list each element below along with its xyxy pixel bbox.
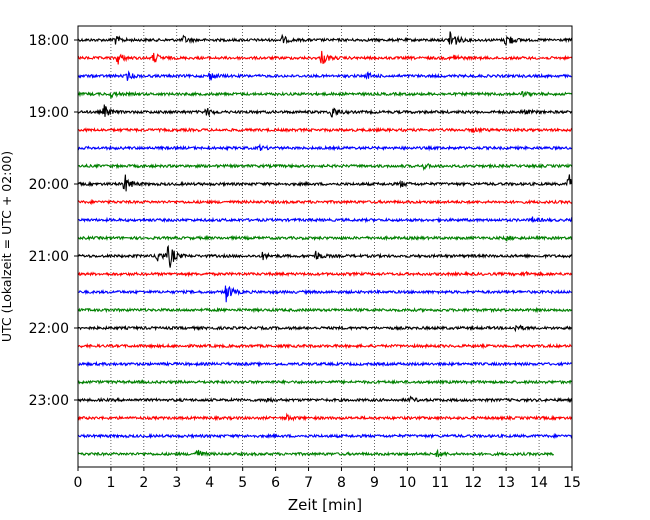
seismic-trace [77,174,573,192]
seismic-trace [77,31,573,46]
seismic-trace [77,432,573,440]
x-tick-label: 2 [139,475,148,491]
seismic-trace [77,50,573,65]
x-tick-label: 7 [304,475,313,491]
x-tick-label: 13 [497,475,515,491]
seismic-trace [77,70,572,81]
y-axis-ticks: 18:00 19:00 20:00 21:00 22:00 23:00 [29,33,78,409]
seismic-traces [77,31,573,458]
y-tick-label: 22:00 [29,321,69,337]
seismic-trace [77,395,573,404]
seismic-trace [77,324,573,333]
y-axis-label: UTC (Lokalzeit = UTC + 02:00) [0,151,14,342]
seismic-trace [77,90,573,99]
seismic-trace [77,126,573,134]
y-tick-label: 20:00 [29,177,69,193]
seismic-trace [77,378,573,386]
x-tick-label: 9 [370,475,379,491]
x-axis-ticks: 0 1 2 3 4 5 6 7 8 9 10 11 12 13 14 15 [74,467,581,491]
plot-frame [77,25,573,468]
x-axis-label: Zeit [min] [288,496,362,514]
seismic-trace [78,104,573,118]
y-tick-label: 18:00 [29,33,69,49]
y-tick-label: 21:00 [29,249,69,265]
seismic-trace [77,448,555,458]
seismic-trace [77,360,573,368]
x-tick-label: 6 [271,475,280,491]
seismic-trace [77,270,573,278]
y-tick-label: 23:00 [29,393,69,409]
seismic-trace [77,198,573,206]
x-tick-label: 5 [238,475,247,491]
seismic-trace [77,162,573,172]
seismic-trace [77,412,573,422]
seismic-trace [77,244,572,268]
x-tick-label: 10 [398,475,416,491]
x-tick-label: 11 [431,475,449,491]
seismic-trace [77,216,573,224]
seismic-trace [77,285,573,303]
seismic-trace [77,306,573,314]
x-tick-label: 15 [563,475,581,491]
seismic-trace [77,234,573,242]
seismic-trace [77,342,573,350]
x-tick-label: 8 [337,475,346,491]
x-tick-label: 0 [74,475,83,491]
x-tick-label: 3 [172,475,181,491]
y-tick-label: 19:00 [29,105,69,121]
seismic-trace [77,143,573,152]
x-tick-label: 14 [530,475,548,491]
x-tick-label: 12 [464,475,482,491]
x-tick-label: 4 [205,475,214,491]
x-tick-label: 1 [106,475,115,491]
